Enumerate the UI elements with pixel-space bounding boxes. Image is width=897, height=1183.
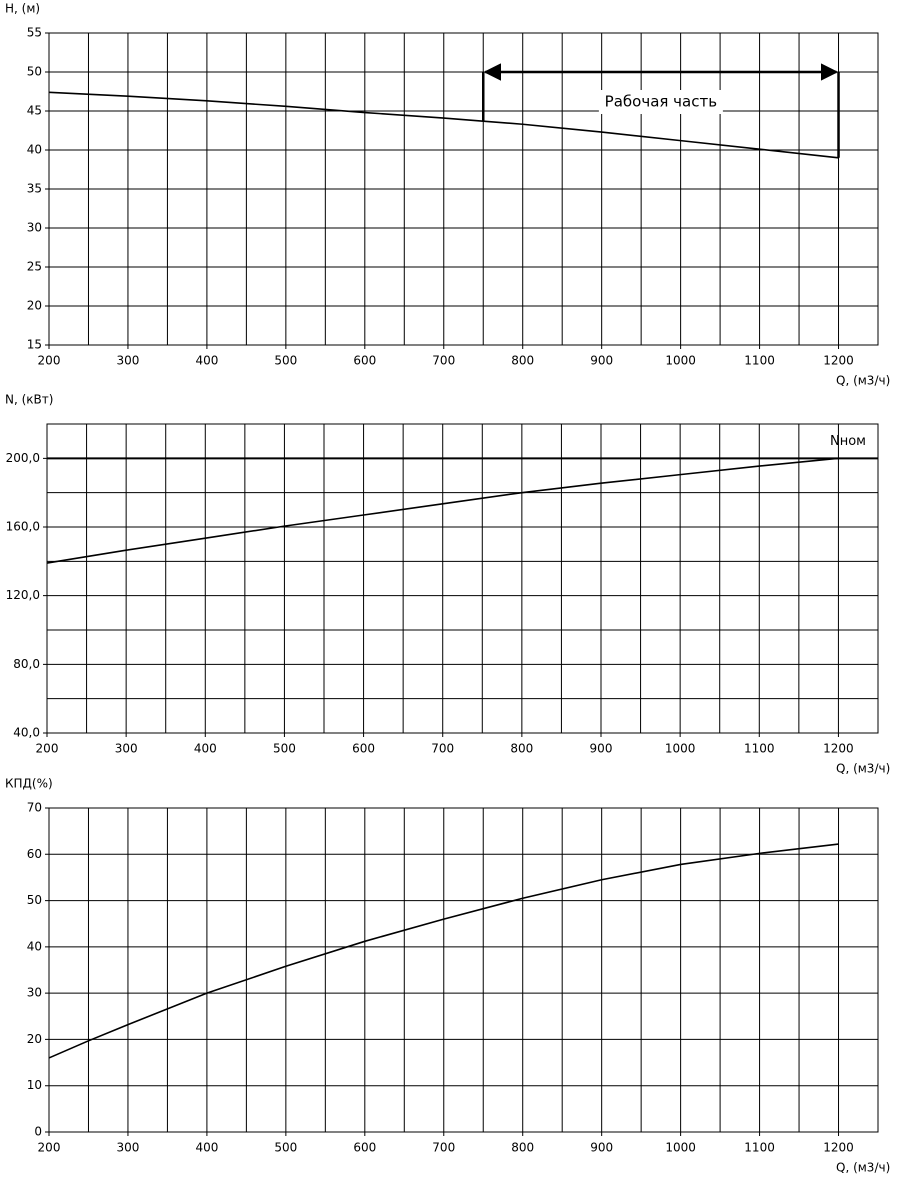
x-tick-label: 600 — [353, 1141, 376, 1155]
plot-frame — [46, 423, 879, 734]
x-tick-label: 1100 — [744, 354, 775, 368]
plot-frame — [48, 807, 879, 1133]
y-tick-label: 10 — [27, 1078, 42, 1092]
y-tick-label: 40,0 — [13, 726, 40, 740]
x-tick-label: 500 — [273, 742, 296, 756]
x-tick-label: 300 — [116, 1141, 139, 1155]
y-tick-label: 50 — [27, 65, 42, 79]
y-tick-label: 55 — [27, 26, 42, 40]
x-tick-label: 1100 — [744, 742, 775, 756]
y-tick-label: 80,0 — [13, 657, 40, 671]
x-tick-label: 700 — [432, 1141, 455, 1155]
x-tick-label: 700 — [431, 742, 454, 756]
x-tick-label: 300 — [115, 742, 138, 756]
x-tick-label: 800 — [510, 742, 533, 756]
x-axis-label: Q, (м3/ч) — [836, 762, 890, 776]
x-axis-label: Q, (м3/ч) — [836, 1161, 890, 1175]
x-tick-label: 500 — [274, 354, 297, 368]
y-tick-label: 0 — [34, 1125, 42, 1139]
x-tick-label: 200 — [38, 354, 61, 368]
y-axis-label: КПД(%) — [5, 777, 53, 791]
y-tick-label: 30 — [27, 221, 42, 235]
x-tick-label: 900 — [590, 742, 613, 756]
x-tick-label: 800 — [511, 1141, 534, 1155]
x-tick-label: 200 — [38, 1141, 61, 1155]
y-tick-label: 35 — [27, 182, 42, 196]
x-tick-label: 1000 — [665, 354, 696, 368]
y-tick-label: 40 — [27, 939, 42, 953]
x-tick-label: 900 — [590, 354, 613, 368]
y-tick-label: 60 — [27, 847, 42, 861]
annotation-bg — [598, 90, 723, 114]
y-tick-label: 20 — [27, 299, 42, 313]
y-tick-label: 25 — [27, 260, 42, 274]
x-tick-label: 200 — [36, 742, 59, 756]
y-tick-label: 40 — [27, 143, 42, 157]
y-tick-label: 160,0 — [6, 520, 40, 534]
x-tick-label: 600 — [353, 354, 376, 368]
annotation-label: Рабочая часть — [605, 93, 717, 111]
x-axis-label: Q, (м3/ч) — [836, 374, 890, 388]
x-tick-label: 500 — [274, 1141, 297, 1155]
x-tick-label: 400 — [195, 1141, 218, 1155]
y-tick-label: 70 — [27, 801, 42, 815]
y-axis-label: N, (кВт) — [5, 393, 53, 407]
x-tick-label: 1000 — [665, 742, 696, 756]
y-tick-label: 20 — [27, 1032, 42, 1046]
x-tick-label: 1200 — [823, 1141, 854, 1155]
x-tick-label: 800 — [511, 354, 534, 368]
y-tick-label: 120,0 — [6, 588, 40, 602]
data-line — [48, 843, 839, 1059]
data-line — [48, 91, 839, 159]
x-tick-label: 1200 — [823, 742, 854, 756]
x-tick-label: 400 — [195, 354, 218, 368]
data-line — [46, 457, 839, 564]
x-tick-label: 700 — [432, 354, 455, 368]
x-tick-label: 1100 — [744, 1141, 775, 1155]
y-axis-label: H, (м) — [5, 2, 40, 16]
x-tick-label: 400 — [194, 742, 217, 756]
y-tick-label: 200,0 — [6, 451, 40, 465]
x-tick-label: 1200 — [823, 354, 854, 368]
reference-label: Nном — [830, 434, 866, 449]
y-tick-label: 45 — [27, 104, 42, 118]
x-tick-label: 300 — [116, 354, 139, 368]
y-tick-label: 30 — [27, 986, 42, 1000]
x-tick-label: 1000 — [665, 1141, 696, 1155]
y-tick-label: 50 — [27, 893, 42, 907]
x-tick-label: 600 — [352, 742, 375, 756]
y-tick-label: 15 — [27, 338, 42, 352]
x-tick-label: 900 — [590, 1141, 613, 1155]
